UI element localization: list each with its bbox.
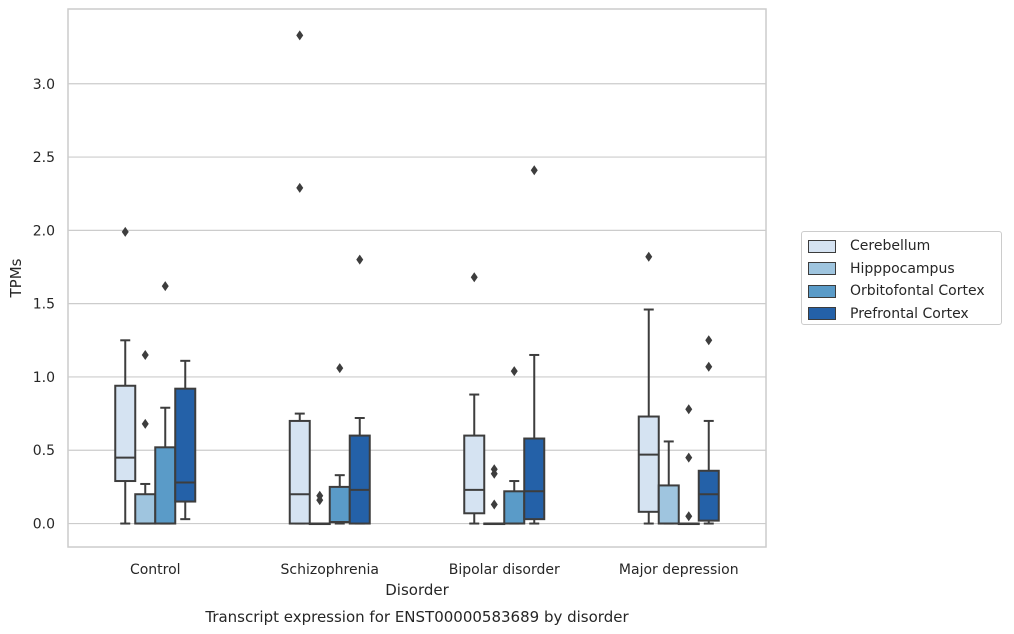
box [348,434,371,525]
legend-item: Orbitofontal Cortex [808,280,1001,303]
outlier-point [121,226,129,237]
outlier-point [336,363,344,374]
box [523,437,546,521]
legend-swatch [808,307,836,321]
y-tick-label: 1.0 [33,370,55,386]
box [637,415,660,513]
y-axis-title: TPMs [7,258,25,298]
y-tick-label: 1.5 [33,297,55,313]
chart-title: Transcript expression for ENST0000058368… [204,608,629,626]
box [463,434,486,515]
y-tick-label: 0.0 [33,517,55,533]
outlier-point [356,254,364,265]
legend-label: Prefrontal Cortex [850,305,969,322]
outlier-point [141,418,149,429]
outlier-point [645,251,653,262]
x-tick-label: Bipolar disorder [449,562,560,578]
outlier-point [510,366,518,377]
plot-frame [67,8,767,548]
x-tick-label: Control [130,562,181,578]
legend-item: Hipppocampus [808,258,1001,281]
box [134,493,157,525]
outlier-point [141,349,149,360]
legend-item: Cerebellum [808,235,1001,258]
outlier-point [490,464,498,475]
y-tick-label: 0.5 [33,443,55,459]
outlier-point [685,404,693,415]
legend-label: Hipppocampus [850,260,955,277]
outlier-point [705,361,713,372]
y-tick-label: 2.5 [33,150,55,166]
x-axis-title: Disorder [385,581,449,599]
box [503,490,526,525]
outlier-point [316,490,324,501]
legend-item: Prefrontal Cortex [808,303,1001,326]
outlier-point [490,499,498,510]
box [174,387,197,503]
box [114,384,137,483]
legend-swatch [808,239,836,253]
outlier-point [296,30,304,41]
outlier-point [530,165,538,176]
outlier-point [685,452,693,463]
legend-label: Orbitofontal Cortex [850,283,985,300]
y-tick-label: 2.0 [33,223,55,239]
outlier-point [705,335,713,346]
outlier-point [161,281,169,292]
box [288,419,311,525]
outlier-point [470,272,478,283]
legend-swatch [808,284,836,298]
outlier-point [685,511,693,522]
legend-label: Cerebellum [850,238,931,255]
x-tick-label: Schizophrenia [281,562,379,578]
x-tick-label: Major depression [619,562,739,578]
legend-swatch [808,262,836,276]
y-tick-label: 3.0 [33,77,55,93]
box [657,484,680,525]
box [328,485,351,524]
box [697,469,720,522]
legend: Cerebellum Hipppocampus Orbitofontal Corte… [801,231,1002,325]
box [154,446,177,525]
outlier-point [296,182,304,193]
